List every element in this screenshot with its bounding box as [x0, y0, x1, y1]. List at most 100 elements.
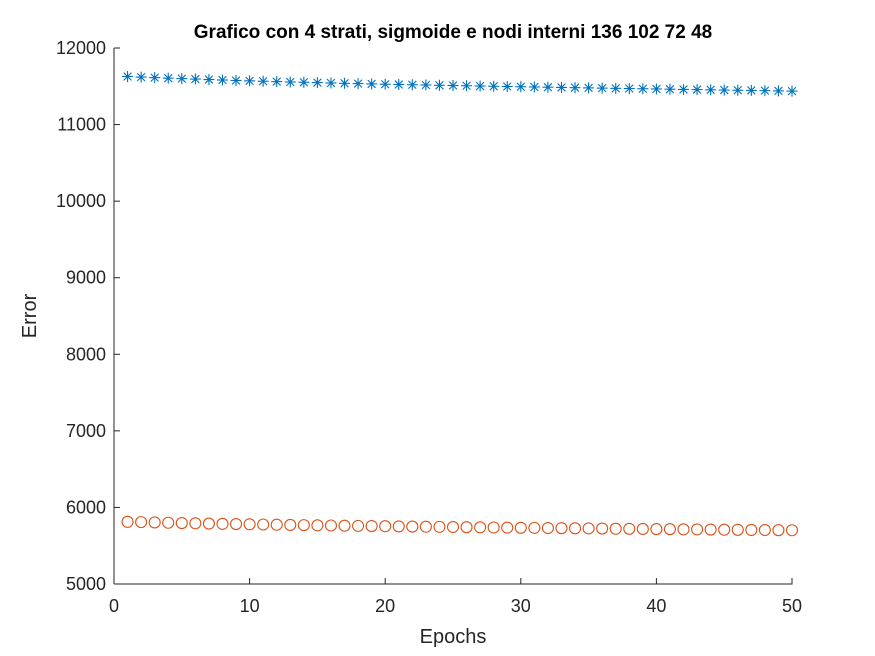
chart-title: Grafico con 4 strati, sigmoide e nodi in…: [194, 22, 712, 43]
data-point-circle: [460, 521, 473, 534]
data-point-asterisk: [732, 84, 744, 96]
data-point-circle: [284, 518, 297, 532]
y-tick-label: 6000: [66, 497, 106, 517]
data-point-asterisk: [189, 73, 201, 85]
data-point-circle: [555, 522, 568, 535]
data-point-asterisk: [216, 74, 228, 86]
data-point-asterisk: [325, 77, 337, 89]
data-point-asterisk: [298, 76, 310, 88]
data-point-asterisk: [474, 80, 486, 92]
x-tick-label: 50: [782, 596, 802, 616]
x-axis-label: Epochs: [420, 626, 487, 648]
data-point-asterisk: [176, 73, 188, 85]
data-point-circle: [636, 522, 649, 535]
data-point-circle: [324, 519, 338, 532]
data-point-circle: [568, 522, 582, 535]
data-point-circle: [528, 521, 541, 534]
data-point-asterisk: [650, 83, 662, 95]
series-circle: [121, 515, 799, 537]
data-point-circle: [270, 518, 283, 531]
data-point-asterisk: [379, 78, 391, 90]
data-point-asterisk: [772, 85, 784, 97]
data-point-asterisk: [528, 81, 540, 93]
data-point-circle: [379, 520, 392, 533]
data-point-circle: [392, 520, 405, 533]
data-point-circle: [135, 516, 148, 529]
data-point-asterisk: [149, 72, 161, 84]
data-point-asterisk: [501, 81, 513, 93]
axes: 0 10 20 30 40 50 5000 6000 7000 8000 9000 10000 1100…: [56, 38, 802, 616]
x-tick-label: 30: [511, 596, 531, 616]
data-point-asterisk: [339, 77, 351, 89]
data-point-asterisk: [718, 84, 730, 96]
data-point-asterisk: [664, 83, 676, 95]
data-point-circle: [704, 523, 717, 536]
series-asterisk: [122, 70, 798, 97]
data-point-circle: [352, 519, 365, 532]
data-point-circle: [785, 524, 799, 537]
data-point-asterisk: [406, 79, 418, 91]
data-point-asterisk: [122, 70, 134, 82]
data-point-circle: [446, 520, 460, 534]
data-point-circle: [501, 521, 514, 534]
data-point-asterisk: [433, 79, 445, 91]
data-point-circle: [433, 520, 446, 533]
data-point-asterisk: [786, 85, 798, 97]
y-tick-label: 8000: [66, 344, 106, 364]
data-point-circle: [148, 516, 161, 529]
data-point-circle: [758, 523, 771, 537]
y-tick-label: 9000: [66, 268, 106, 288]
data-point-circle: [257, 518, 270, 531]
data-point-asterisk: [284, 76, 296, 88]
data-point-circle: [216, 517, 229, 530]
data-point-circle: [243, 518, 256, 531]
data-point-circle: [406, 520, 419, 533]
x-tick-label: 20: [375, 596, 395, 616]
data-point-circle: [582, 522, 595, 535]
x-tick-label: 0: [109, 596, 119, 616]
data-point-asterisk: [257, 75, 269, 87]
data-point-asterisk: [583, 82, 595, 94]
y-axis-label: Error: [19, 293, 41, 338]
data-point-circle: [474, 521, 487, 534]
data-point-circle: [663, 523, 677, 536]
data-point-circle: [338, 519, 351, 532]
data-point-circle: [162, 516, 175, 529]
data-point-asterisk: [678, 83, 690, 95]
data-point-asterisk: [420, 79, 432, 91]
data-point-asterisk: [162, 72, 174, 84]
x-tick-label: 40: [646, 596, 666, 616]
data-point-circle: [297, 519, 310, 532]
data-point-asterisk: [488, 80, 500, 92]
data-point-asterisk: [759, 85, 771, 97]
data-point-asterisk: [447, 80, 459, 92]
data-point-asterisk: [135, 71, 147, 83]
data-point-circle: [677, 523, 690, 536]
data-point-asterisk: [542, 81, 554, 93]
data-point-circle: [596, 522, 609, 535]
data-point-asterisk: [366, 78, 378, 90]
data-point-circle: [609, 522, 622, 535]
data-point-asterisk: [623, 83, 635, 95]
data-point-asterisk: [311, 77, 323, 89]
data-point-circle: [202, 517, 215, 530]
data-point-circle: [419, 520, 432, 533]
y-tick-label: 11000: [57, 115, 106, 135]
data-point-circle: [189, 517, 202, 530]
data-point-asterisk: [203, 74, 215, 86]
data-point-circle: [718, 523, 731, 536]
data-point-asterisk: [637, 83, 649, 95]
y-tick-label: 5000: [66, 574, 106, 594]
data-point-asterisk: [569, 82, 581, 94]
data-point-circle: [691, 523, 704, 536]
data-point-asterisk: [515, 81, 527, 93]
data-point-asterisk: [596, 82, 608, 94]
data-point-asterisk: [745, 84, 757, 96]
data-point-asterisk: [244, 75, 256, 87]
data-point-circle: [311, 519, 324, 532]
data-point-circle: [121, 515, 134, 528]
data-point-asterisk: [610, 82, 622, 94]
data-point-circle: [229, 517, 243, 531]
